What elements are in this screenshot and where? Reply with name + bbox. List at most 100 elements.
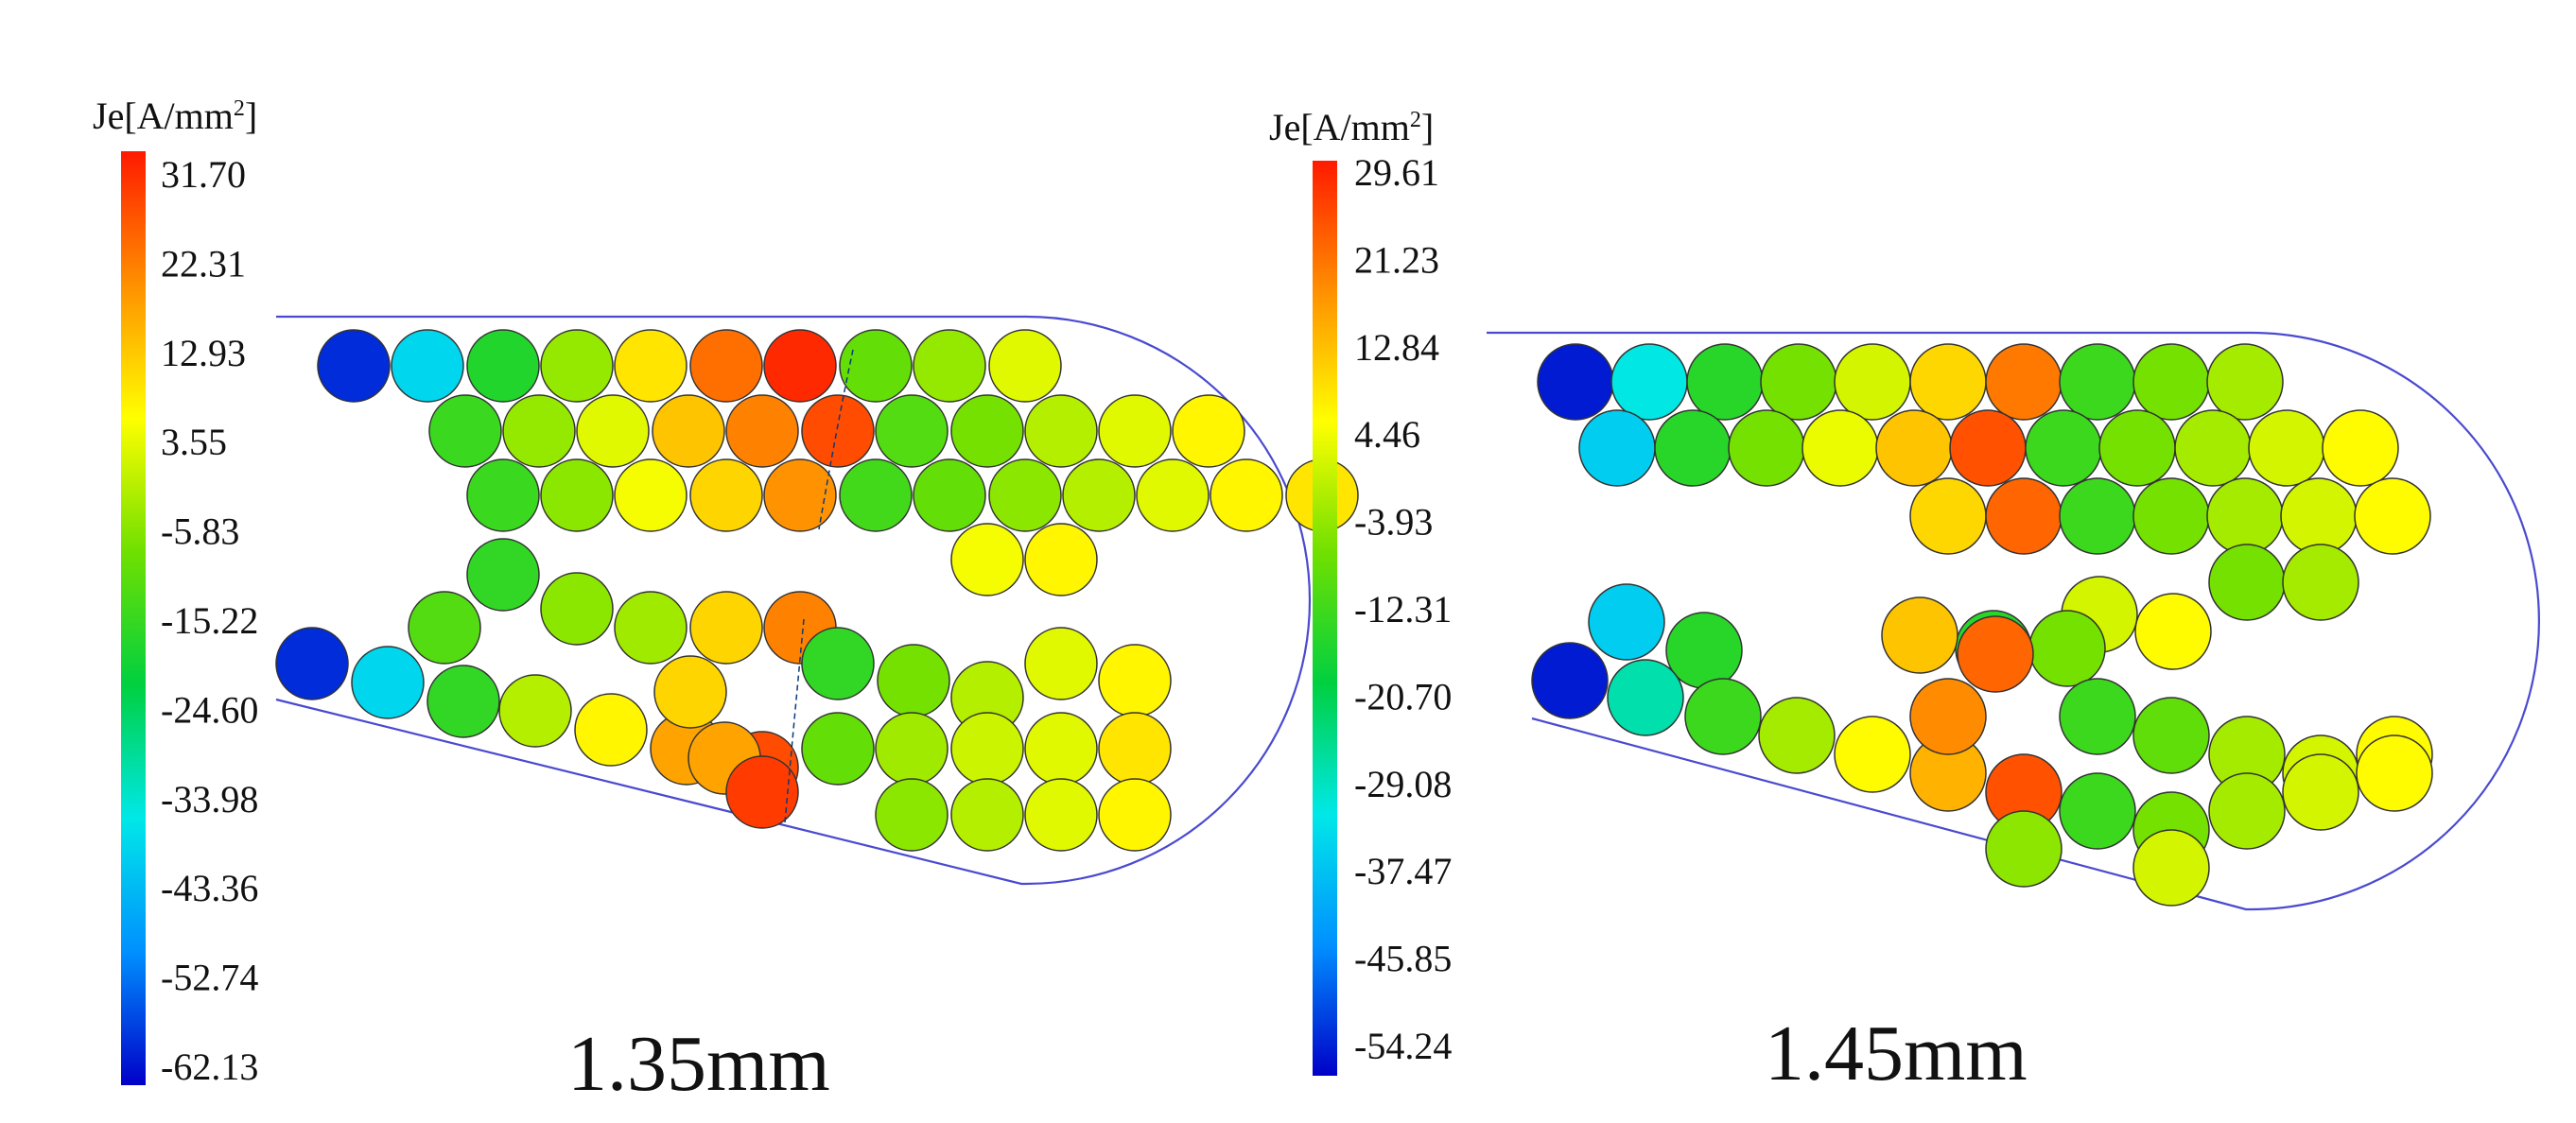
left-caption: 1.35mm: [567, 1020, 830, 1108]
wire-strand: [502, 394, 576, 468]
right-wire-group: [1531, 343, 2433, 907]
wire-strand: [1537, 343, 1614, 421]
wire-strand: [689, 458, 763, 532]
wire-strand: [725, 394, 799, 468]
colorbar-tick-label: -62.13: [161, 1045, 258, 1088]
left-dashed-line-upper: [818, 349, 854, 530]
wire-strand: [2208, 544, 2286, 621]
wire-strand: [540, 572, 614, 646]
wire-strand: [1531, 642, 1609, 719]
wire-strand: [1098, 394, 1172, 468]
wire-strand: [1909, 678, 1987, 755]
wire-strand: [1760, 343, 1837, 421]
wire-strand: [1985, 810, 2063, 888]
colorbar-tick-label: -33.98: [161, 778, 258, 821]
wire-strand: [1578, 409, 1656, 487]
wire-strand: [1686, 343, 1764, 421]
wire-strand: [913, 329, 986, 403]
panel-right: Je[A/mm2] 29.61 21.23 12.84 4.46 -3.93 -12.31…: [1269, 106, 2541, 1097]
wire-strand: [466, 458, 540, 532]
wire-strand: [540, 329, 614, 403]
left-slot-outline: [275, 315, 1312, 886]
colorbar-tick-label: -52.74: [161, 957, 258, 999]
wire-strand: [2282, 544, 2359, 621]
wire-strand: [614, 329, 688, 403]
wire-strand: [391, 329, 464, 403]
wire-strand: [1172, 394, 1245, 468]
wire-strand: [1985, 477, 2063, 555]
wire-strand: [950, 523, 1024, 596]
wire-strand: [1588, 583, 1665, 661]
wire-strand: [2059, 477, 2136, 555]
colorbar-tick-label: -43.36: [161, 867, 258, 909]
wire-strand: [763, 458, 837, 532]
wire-strand: [351, 646, 425, 719]
left-conductor: [275, 315, 1359, 886]
wire-strand: [950, 778, 1024, 852]
colorbar-tick-label: -37.47: [1354, 850, 1452, 892]
wire-strand: [2132, 477, 2210, 555]
wire-strand: [950, 712, 1024, 786]
wire-strand: [498, 674, 572, 748]
colorbar-tick-label: 12.93: [161, 332, 246, 374]
wire-strand: [1098, 644, 1172, 717]
wire-strand: [1098, 712, 1172, 786]
wire-strand: [2134, 593, 2212, 670]
wire-strand: [988, 329, 1062, 403]
colorbar-tick-label: 4.46: [1354, 413, 1420, 456]
colorbar-tick-label: 12.84: [1354, 326, 1439, 369]
wire-strand: [2322, 409, 2399, 487]
wire-strand: [2028, 610, 2106, 687]
left-colorbar-bar: [121, 151, 146, 1085]
wire-strand: [275, 627, 349, 700]
colorbar-tick-label: -5.83: [161, 510, 239, 553]
colorbar-tick-label: 3.55: [161, 421, 227, 463]
wire-strand: [1801, 409, 1879, 487]
wire-strand: [466, 538, 540, 612]
wire-strand: [877, 644, 950, 717]
wire-strand: [428, 394, 502, 468]
wire-strand: [2206, 343, 2284, 421]
wire-strand: [1024, 523, 1098, 596]
wire-strand: [2208, 772, 2286, 850]
wire-strand: [689, 329, 763, 403]
wire-strand: [1607, 659, 1684, 736]
wire-strand: [725, 755, 799, 829]
wire-strand: [2248, 409, 2325, 487]
wire-strand: [408, 591, 481, 665]
wire-strand: [1728, 409, 1805, 487]
wire-strand: [1610, 343, 1688, 421]
wire-strand: [2282, 753, 2359, 831]
wire-strand: [1758, 697, 1836, 774]
wire-strand: [2132, 829, 2210, 907]
wire-strand: [317, 329, 391, 403]
wire-strand: [2280, 477, 2358, 555]
wire-strand: [1985, 343, 2063, 421]
colorbar-tick-label: -24.60: [161, 688, 258, 731]
wire-strand: [466, 329, 540, 403]
colorbar-tick-label: -45.85: [1354, 938, 1452, 980]
wire-strand: [988, 458, 1062, 532]
wire-strand: [1949, 409, 2027, 487]
wire-strand: [801, 394, 875, 468]
wire-strand: [913, 458, 986, 532]
wire-strand: [1654, 409, 1732, 487]
wire-strand: [540, 458, 614, 532]
colorbar-tick-label: -54.24: [1354, 1025, 1452, 1067]
colorbar-tick-label: -3.93: [1354, 501, 1433, 544]
left-wire-group: [275, 329, 1359, 852]
wire-strand: [652, 394, 725, 468]
left-colorbar-ticks: 31.70 22.31 12.93 3.55 -5.83 -15.22 -24.60 -33.…: [161, 153, 258, 1088]
wire-strand: [614, 591, 688, 665]
wire-strand: [1834, 716, 1911, 793]
wire-strand: [1881, 596, 1958, 674]
wire-strand: [1062, 458, 1136, 532]
wire-strand: [2059, 343, 2136, 421]
wire-strand: [1909, 477, 1987, 555]
left-colorbar: Je[A/mm2] 31.70 22.31 12.93 3.55 -5.83 -15.22…: [93, 95, 258, 1088]
right-colorbar-title: Je[A/mm2]: [1269, 106, 1434, 148]
left-colorbar-title: Je[A/mm2]: [93, 95, 257, 137]
wire-strand: [1136, 458, 1210, 532]
wire-strand: [2132, 343, 2210, 421]
